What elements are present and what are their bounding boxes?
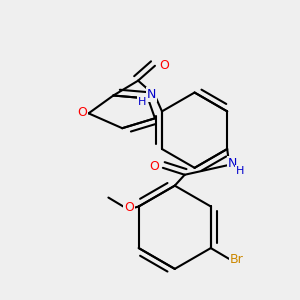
Text: O: O (124, 201, 134, 214)
Text: O: O (149, 160, 159, 173)
Text: O: O (77, 106, 87, 119)
Text: H: H (236, 166, 245, 176)
Text: Br: Br (230, 253, 244, 266)
Text: O: O (159, 59, 169, 72)
Text: N: N (227, 157, 237, 170)
Text: N: N (147, 88, 156, 100)
Text: H: H (138, 97, 147, 107)
